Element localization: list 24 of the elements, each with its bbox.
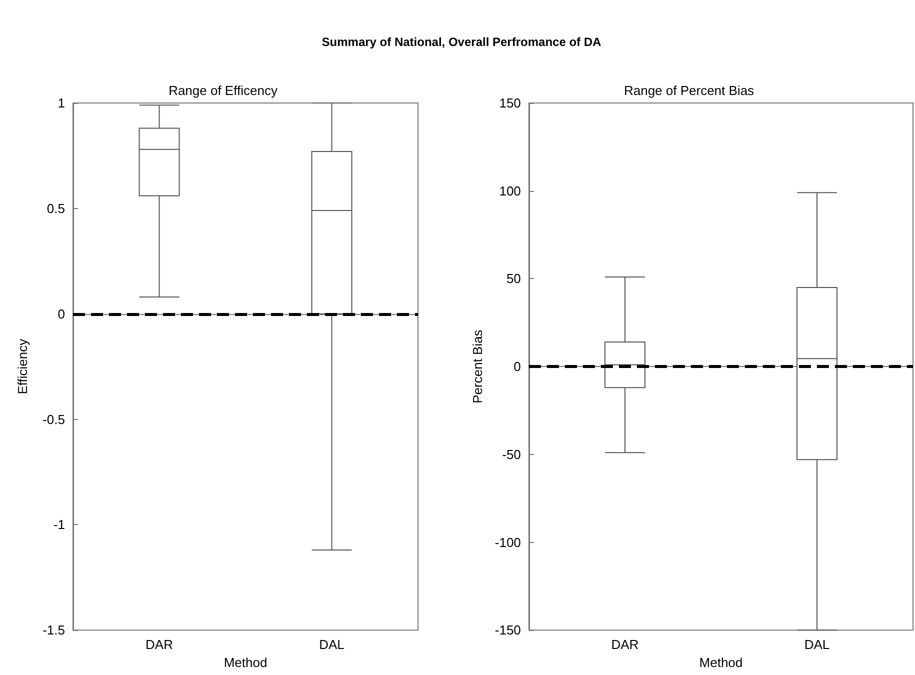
x-tick-label: DAR [611, 637, 639, 652]
chart-title: Range of Efficency [168, 83, 278, 98]
y-axis-title: Efficiency [15, 338, 30, 394]
y-tick-label: -50 [502, 446, 521, 462]
text: Summary of National, Overall Perfromance of DA [320, 35, 602, 49]
x-tick-label: DAL [804, 637, 830, 652]
y-tick-label: -150 [494, 622, 521, 638]
chart-title: Range of Percent Bias [624, 83, 755, 98]
y-tick-label: -100 [494, 534, 521, 550]
y-tick-label: 0 [58, 306, 65, 322]
y-axis-title: Percent Bias [470, 329, 485, 404]
y-tick-label: 100 [499, 183, 521, 198]
x-tick-label: DAL [319, 637, 344, 652]
y-tick-label: 150 [499, 96, 521, 110]
y-tick-label: -0.5 [42, 412, 65, 427]
x-tick-label: DAR [146, 637, 173, 652]
y-tick-label: -1 [53, 517, 65, 532]
y-tick-label: 50 [506, 271, 521, 286]
y-tick-label: 0.5 [46, 200, 65, 216]
y-tick-label: -1.5 [42, 622, 65, 638]
y-tick-label: 0 [514, 359, 521, 374]
y-tick-label: 1 [58, 96, 65, 110]
x-axis-title: Method [224, 655, 268, 670]
x-axis-title: Method [699, 655, 743, 670]
